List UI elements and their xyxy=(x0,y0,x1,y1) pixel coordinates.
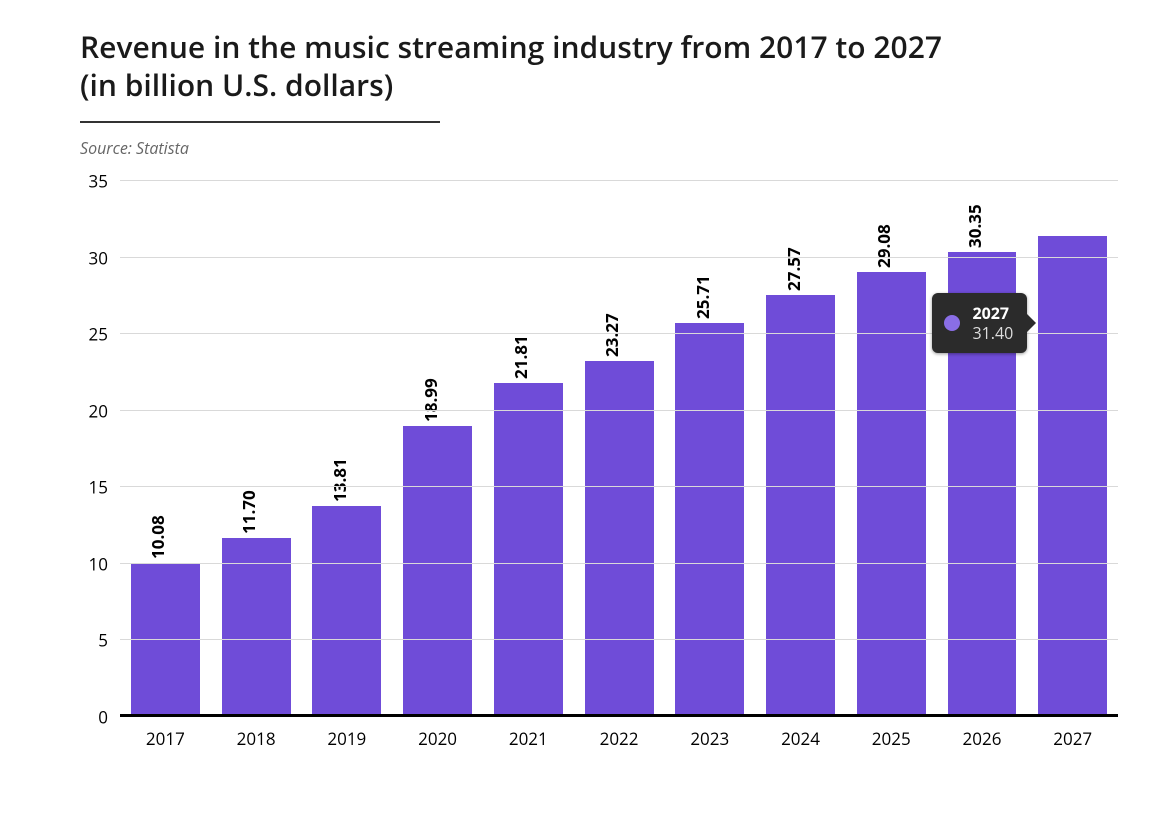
x-axis-label: 2026 xyxy=(937,721,1028,753)
bar[interactable]: 18.99 xyxy=(403,426,472,717)
y-axis-tick-label: 0 xyxy=(98,706,120,729)
bar-column[interactable]: 25.71 xyxy=(664,181,755,717)
bar-value-label: 29.08 xyxy=(872,224,895,268)
bar-column[interactable]: 27.57 xyxy=(755,181,846,717)
bar-value-label: 25.71 xyxy=(691,276,714,320)
bar-column[interactable]: 18.99 xyxy=(392,181,483,717)
y-axis-tick-label: 30 xyxy=(89,246,120,269)
x-axis-label: 2025 xyxy=(846,721,937,753)
bar-value-label: 27.57 xyxy=(782,247,805,291)
gridline xyxy=(120,180,1118,181)
chart-source: Source: Statista xyxy=(80,137,1128,159)
bar-value-label: 21.81 xyxy=(509,335,532,379)
title-rule xyxy=(80,121,440,123)
bar[interactable]: 13.81 xyxy=(312,506,381,717)
bar-column[interactable]: 10.08 xyxy=(120,181,211,717)
bar[interactable]: 31.40 xyxy=(1038,236,1107,717)
tooltip-dot-icon xyxy=(944,315,960,331)
y-axis-tick-label: 25 xyxy=(89,323,120,346)
bar-column[interactable]: 11.70 xyxy=(211,181,302,717)
x-axis-label: 2023 xyxy=(664,721,755,753)
tooltip: 2027 31.40 xyxy=(932,293,1027,353)
y-axis-tick-label: 10 xyxy=(89,552,120,575)
bar[interactable]: 29.08 xyxy=(857,272,926,717)
bar-column[interactable]: 29.08 xyxy=(846,181,937,717)
x-axis-label: 2018 xyxy=(211,721,302,753)
bar-value-label: 11.70 xyxy=(237,490,260,534)
x-axis-labels: 2017201820192020202120222023202420252026… xyxy=(120,721,1118,753)
bar-value-label: 23.27 xyxy=(600,313,623,357)
tooltip-category: 2027 xyxy=(972,302,1009,324)
bar-value-label: 10.08 xyxy=(146,515,169,559)
tooltip-arrow-icon xyxy=(1027,314,1036,332)
gridline xyxy=(120,486,1118,487)
bar-column[interactable]: 23.27 xyxy=(574,181,665,717)
bar[interactable]: 27.57 xyxy=(766,295,835,717)
chart-title: Revenue in the music streaming industry … xyxy=(80,28,980,103)
x-axis-label: 2027 xyxy=(1027,721,1118,753)
bar-column[interactable]: 21.81 xyxy=(483,181,574,717)
gridline xyxy=(120,410,1118,411)
bar[interactable]: 21.81 xyxy=(494,383,563,717)
x-axis-label: 2020 xyxy=(392,721,483,753)
x-axis-label: 2019 xyxy=(301,721,392,753)
y-axis-tick-label: 15 xyxy=(89,476,120,499)
y-axis-tick-label: 35 xyxy=(89,170,120,193)
x-axis-label: 2021 xyxy=(483,721,574,753)
y-axis-tick-label: 20 xyxy=(89,399,120,422)
plot-region: 10.08 11.70 13.81 18.99 21.81 23.27 25.71 27.57… xyxy=(120,181,1118,717)
bar-column[interactable]: 13.81 xyxy=(301,181,392,717)
x-axis-label: 2024 xyxy=(755,721,846,753)
chart-area: 10.08 11.70 13.81 18.99 21.81 23.27 25.71 27.57… xyxy=(80,173,1128,753)
x-axis-label: 2017 xyxy=(120,721,211,753)
gridline xyxy=(120,639,1118,640)
bar-value-label: 18.99 xyxy=(419,378,442,422)
bar-column[interactable]: 30.35 xyxy=(937,181,1028,717)
bar-value-label: 30.35 xyxy=(963,204,986,248)
bar[interactable]: 25.71 xyxy=(675,323,744,717)
gridline xyxy=(120,563,1118,564)
x-axis-label: 2022 xyxy=(574,721,665,753)
bar[interactable]: 11.70 xyxy=(222,538,291,717)
y-axis-tick-label: 5 xyxy=(98,629,120,652)
x-axis-line xyxy=(120,714,1118,717)
tooltip-value: 31.40 xyxy=(972,322,1013,344)
bar[interactable]: 23.27 xyxy=(585,361,654,717)
bar-column[interactable]: 31.40 xyxy=(1027,181,1118,717)
bar-value-label: 13.81 xyxy=(328,458,351,502)
bars-container: 10.08 11.70 13.81 18.99 21.81 23.27 25.71 27.57… xyxy=(120,181,1118,717)
gridline xyxy=(120,257,1118,258)
